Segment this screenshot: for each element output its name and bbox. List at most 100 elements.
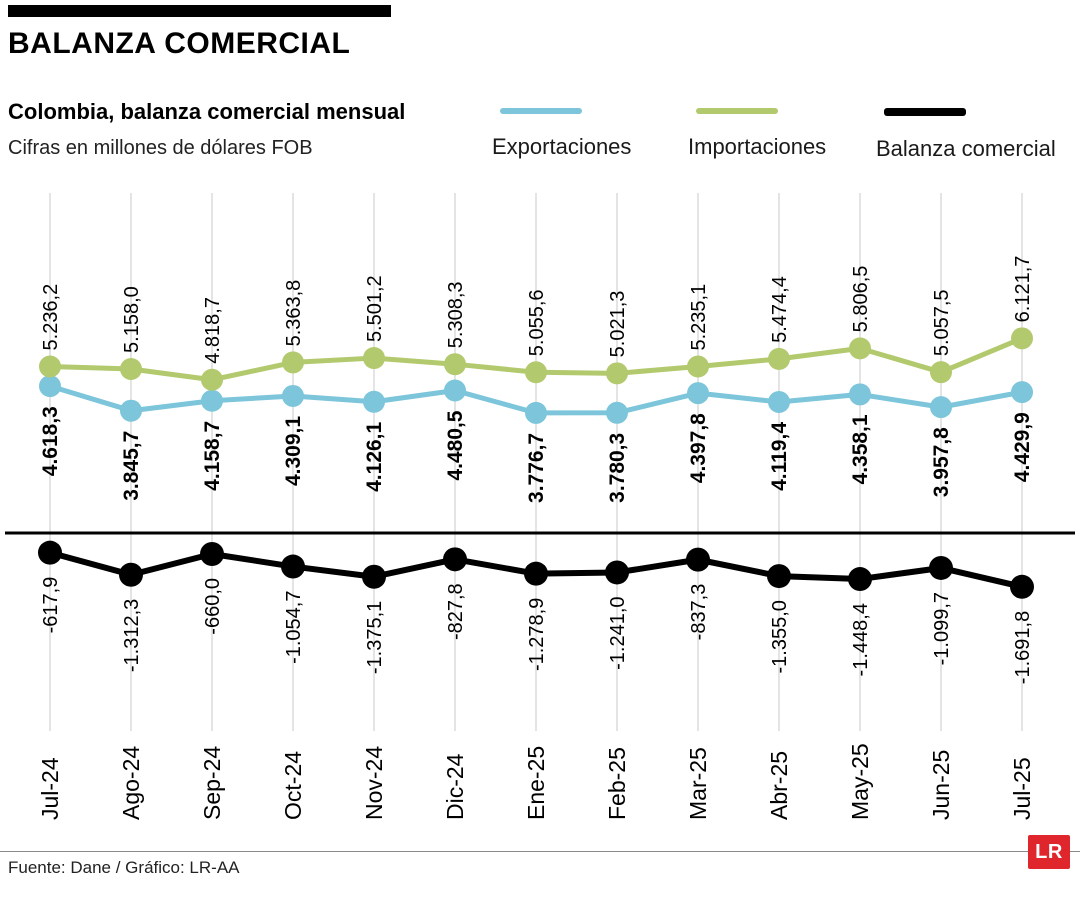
balanza-comercial-point bbox=[443, 547, 467, 572]
exportaciones-point bbox=[120, 399, 142, 422]
importaciones-value-label: 5.055,6 bbox=[526, 289, 548, 356]
importaciones-point bbox=[768, 347, 790, 370]
importaciones-value-label: 5.363,8 bbox=[283, 280, 305, 347]
balanza-comercial-point bbox=[38, 540, 62, 565]
exportaciones-value-label: 4.480,5 bbox=[444, 410, 467, 480]
month-label: May-25 bbox=[847, 743, 873, 820]
month-label: Jul-25 bbox=[1009, 757, 1035, 820]
exportaciones-value-label: 3.957,8 bbox=[930, 427, 953, 497]
exportaciones-point bbox=[525, 401, 547, 424]
exportaciones-value-label: 3.776,7 bbox=[525, 433, 548, 503]
legend-item-exportaciones: Exportaciones bbox=[492, 108, 631, 160]
lr-logo: LR bbox=[1028, 835, 1070, 869]
importaciones-point bbox=[363, 347, 385, 370]
legend-label-importaciones: Importaciones bbox=[688, 134, 827, 159]
balanza-comercial-point bbox=[848, 567, 872, 592]
title-accent-bar bbox=[8, 5, 391, 17]
chart-title: BALANZA COMERCIAL bbox=[8, 27, 351, 60]
importaciones-value-label: 5.235,1 bbox=[688, 284, 710, 351]
month-label: Nov-24 bbox=[361, 746, 387, 820]
chart-subtitle: Colombia, balanza comercial mensual bbox=[8, 99, 406, 124]
exportaciones-value-label: 3.845,7 bbox=[120, 431, 143, 501]
importaciones-value-label: 5.474,4 bbox=[769, 276, 791, 343]
exportaciones-point bbox=[687, 382, 709, 405]
importaciones-value-label: 5.158,0 bbox=[121, 286, 143, 353]
exportaciones-value-label: 4.429,9 bbox=[1011, 412, 1034, 482]
importaciones-point bbox=[525, 361, 547, 384]
month-label: Sep-24 bbox=[199, 746, 225, 820]
importaciones-value-label: 5.057,5 bbox=[931, 289, 953, 356]
importaciones-value-label: 6.121,7 bbox=[1012, 256, 1034, 323]
legend-label-balanza-comercial: Balanza comercial bbox=[876, 136, 1056, 161]
balanza-comercial-value-label: -1.278,9 bbox=[526, 598, 548, 671]
importaciones-point bbox=[120, 357, 142, 380]
importaciones-point bbox=[849, 337, 871, 360]
balanza-comercial-value-label: -1.691,8 bbox=[1012, 611, 1034, 684]
importaciones-point bbox=[687, 355, 709, 378]
balanza-comercial-point bbox=[362, 564, 386, 589]
exportaciones-point bbox=[444, 379, 466, 402]
trade-balance-line-chart: 4.618,3 3.845,7 4.158,7 4.309,1 4.126,1 4.480… bbox=[5, 193, 1075, 820]
balanza-comercial-value-label: -660,0 bbox=[202, 578, 224, 635]
month-label: Dic-24 bbox=[442, 753, 468, 820]
importaciones-point bbox=[39, 355, 61, 378]
balanza-comercial-value-label: -1.375,1 bbox=[364, 601, 386, 674]
balanza-comercial-point bbox=[200, 541, 224, 566]
exportaciones-value-label: 4.358,1 bbox=[849, 414, 872, 484]
month-label: Abr-25 bbox=[766, 751, 792, 820]
legend-label-exportaciones: Exportaciones bbox=[492, 134, 632, 159]
balanza-comercial-point bbox=[929, 555, 953, 580]
balanza-comercial-value-label: -1.355,0 bbox=[769, 600, 791, 673]
month-label: Mar-25 bbox=[685, 747, 711, 820]
balanza-comercial-point bbox=[119, 562, 143, 587]
importaciones-line-swatch bbox=[696, 108, 778, 114]
balanza-comercial-point bbox=[281, 554, 305, 579]
legend-item-importaciones: Importaciones bbox=[688, 108, 826, 160]
balanza-comercial-point bbox=[767, 564, 791, 589]
month-label: Jun-25 bbox=[928, 750, 954, 820]
exportaciones-point bbox=[930, 396, 952, 419]
balanza-comercial-value-label: -1.099,7 bbox=[931, 592, 953, 665]
balanza-comercial-line-swatch bbox=[884, 108, 966, 116]
units-note: Cifras en millones de dólares FOB bbox=[8, 137, 313, 159]
exportaciones-point bbox=[849, 383, 871, 406]
importaciones-point bbox=[1011, 327, 1033, 350]
importaciones-value-label: 5.021,3 bbox=[607, 291, 629, 358]
importaciones-point bbox=[606, 362, 628, 385]
exportaciones-point bbox=[606, 401, 628, 424]
exportaciones-point bbox=[363, 390, 385, 413]
source-credit: Fuente: Dane / Gráfico: LR-AA bbox=[8, 858, 240, 877]
exportaciones-value-label: 4.126,1 bbox=[363, 421, 386, 491]
balanza-comercial-value-label: -617,9 bbox=[40, 577, 62, 634]
month-label: Ene-25 bbox=[523, 746, 549, 820]
importaciones-value-label: 5.806,5 bbox=[850, 266, 872, 333]
exportaciones-point bbox=[282, 384, 304, 407]
balanza-comercial-point bbox=[605, 560, 629, 585]
exportaciones-value-label: 4.119,4 bbox=[768, 422, 791, 491]
exportaciones-value-label: 4.618,3 bbox=[39, 406, 62, 476]
balanza-comercial-value-label: -837,3 bbox=[688, 584, 710, 641]
exportaciones-point bbox=[1011, 381, 1033, 404]
balanza-comercial-value-label: -1.241,0 bbox=[607, 596, 629, 669]
importaciones-value-label: 5.501,2 bbox=[364, 275, 386, 342]
importaciones-value-label: 5.236,2 bbox=[40, 284, 62, 351]
balanza-comercial-value-label: -1.312,3 bbox=[121, 599, 143, 672]
importaciones-value-label: 4.818,7 bbox=[202, 297, 224, 364]
importaciones-point bbox=[282, 351, 304, 374]
balanza-comercial-point bbox=[686, 547, 710, 572]
importaciones-value-label: 5.308,3 bbox=[445, 281, 467, 348]
exportaciones-point bbox=[201, 389, 223, 412]
importaciones-point bbox=[930, 361, 952, 384]
balanza-comercial-value-label: -1.448,4 bbox=[850, 603, 872, 676]
importaciones-point bbox=[444, 353, 466, 376]
balanza-comercial-value-label: -1.054,7 bbox=[283, 591, 305, 664]
footer-divider bbox=[0, 851, 1080, 852]
balanza-comercial-point bbox=[1010, 574, 1034, 599]
exportaciones-value-label: 4.309,1 bbox=[282, 416, 305, 486]
month-label: Ago-24 bbox=[118, 746, 144, 820]
month-label: Jul-24 bbox=[37, 757, 63, 820]
exportaciones-value-label: 4.397,8 bbox=[687, 413, 710, 483]
balanza-comercial-point bbox=[524, 561, 548, 586]
exportaciones-value-label: 3.780,3 bbox=[606, 433, 629, 503]
